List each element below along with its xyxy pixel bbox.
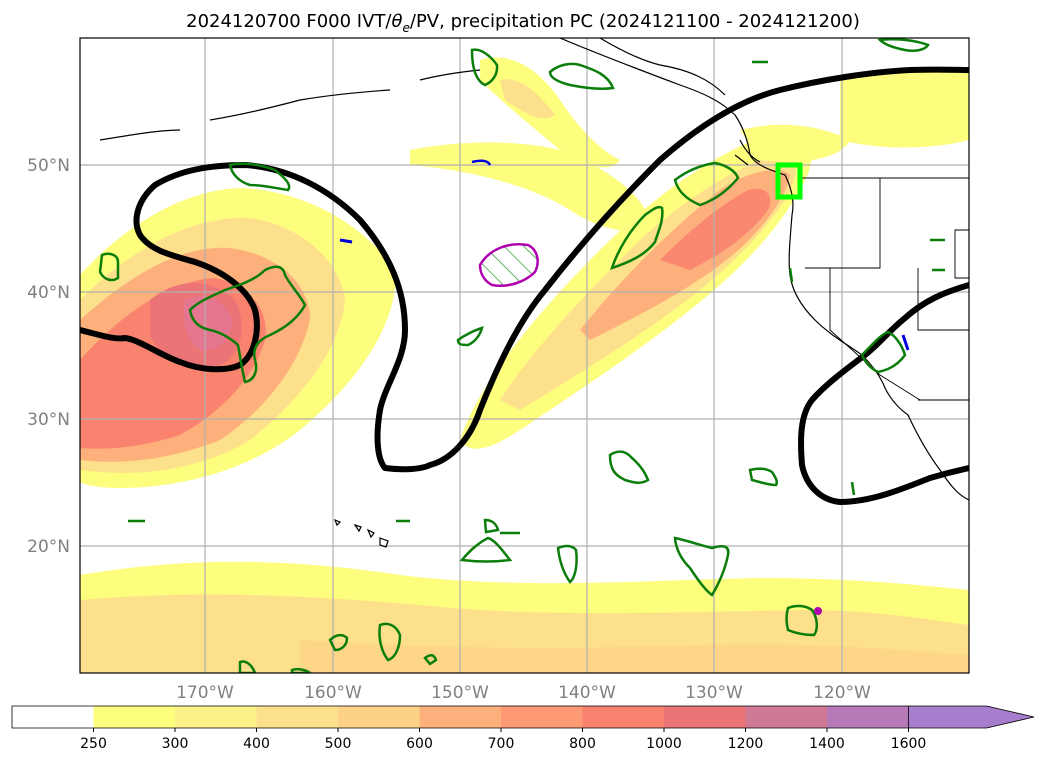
colorbar-swatch	[12, 706, 94, 728]
colorbar: 250 300 400 500 600 700 800 1000 1200 1400 1600	[11, 705, 1035, 752]
lat-labels: 50°N 40°N 30°N 20°N	[27, 156, 70, 557]
colorbar-swatch	[501, 706, 583, 728]
colorbar-tick-label: 800	[569, 736, 596, 752]
colorbar-swatch	[745, 706, 828, 728]
colorbar-swatch	[175, 706, 257, 728]
colorbar-swatch	[664, 706, 746, 728]
colorbar-tick-label: 1400	[809, 736, 845, 752]
colorbar-swatch	[582, 706, 665, 728]
theta-e-contours	[80, 66, 969, 505]
colorbar-tick-label: 1200	[728, 736, 764, 752]
colorbar-tick-label: 1600	[891, 736, 927, 752]
colorbar-tick-label: 300	[162, 736, 189, 752]
colorbar-swatch	[338, 706, 420, 728]
colorbar-extend-arrow	[908, 705, 1035, 729]
lon-labels: 170°W 160°W 150°W 140°W 130°W 120°W	[176, 683, 871, 703]
colorbar-swatch	[93, 706, 176, 728]
colorbar-tick-label: 250	[80, 736, 107, 752]
lon-label: 150°W	[431, 683, 489, 703]
lat-label: 40°N	[27, 283, 70, 303]
lon-label: 160°W	[304, 683, 362, 703]
colorbar-swatch	[256, 706, 339, 728]
colorbar-tick-label: 600	[406, 736, 433, 752]
colorbar-tick-label: 500	[325, 736, 352, 752]
colorbar-tick-label: 700	[488, 736, 515, 752]
lat-label: 20°N	[27, 537, 70, 557]
pv-contours	[98, 38, 945, 673]
colorbar-swatch	[827, 706, 909, 728]
lon-label: 120°W	[813, 683, 871, 703]
lon-label: 170°W	[176, 683, 234, 703]
map-frame	[79, 37, 970, 674]
lat-label: 30°N	[27, 410, 70, 430]
map-area	[80, 38, 969, 673]
colorbar-frame	[11, 705, 909, 729]
target-region-box	[775, 162, 803, 200]
lon-label: 130°W	[685, 683, 743, 703]
colorbar-tick-label: 1000	[646, 736, 682, 752]
figure-title: 2024120700 F000 IVT/θe/PV, precipitation…	[186, 11, 860, 35]
lat-label: 50°N	[27, 156, 70, 176]
other-contours	[339, 159, 910, 615]
lon-label: 140°W	[558, 683, 616, 703]
colorbar-tick-label: 400	[243, 736, 270, 752]
colorbar-swatch	[419, 706, 502, 728]
